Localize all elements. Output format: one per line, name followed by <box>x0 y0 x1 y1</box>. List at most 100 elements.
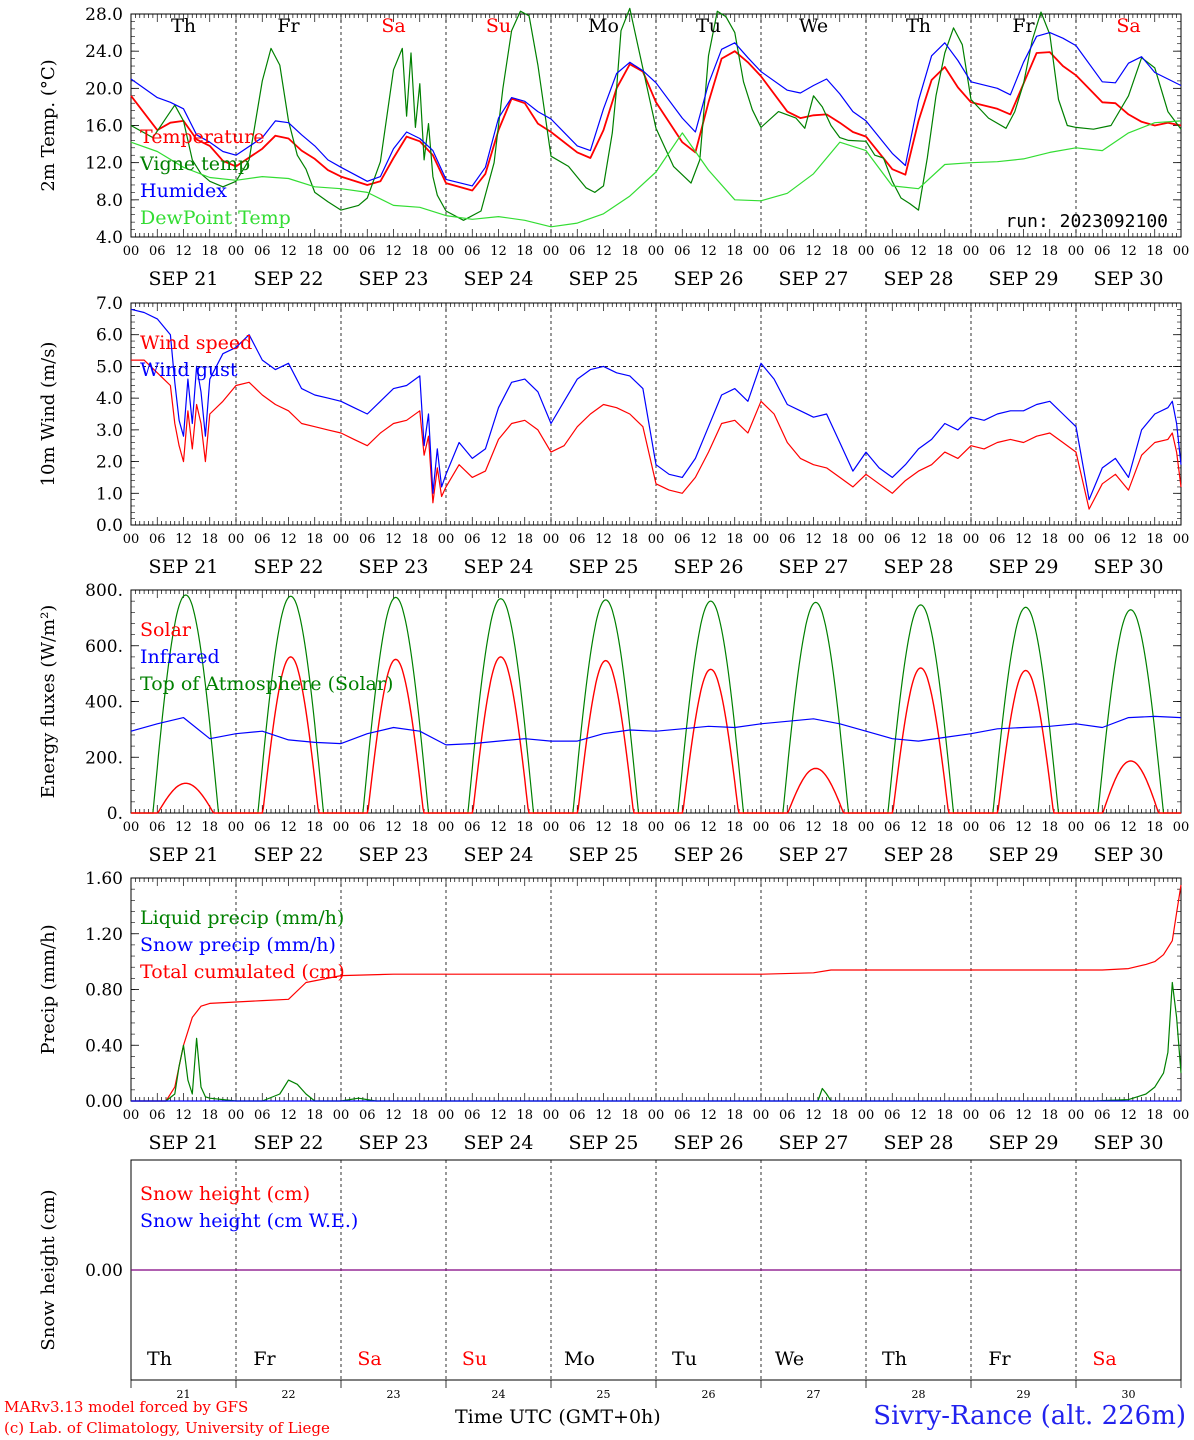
hour-tick-label: 18 <box>201 820 218 835</box>
weekday-label-bottom: Su <box>462 1348 487 1370</box>
date-label: SEP 24 <box>464 268 534 290</box>
y-tick-label: 20.0 <box>85 79 123 99</box>
weekday-label-top: Su <box>486 15 511 37</box>
hour-tick-label: 06 <box>464 820 481 835</box>
series-line-vigne-temp <box>130 7 1182 221</box>
hour-tick-label: 06 <box>359 532 376 547</box>
date-label: SEP 25 <box>569 556 639 578</box>
hour-tick-label: 18 <box>306 820 323 835</box>
hour-tick-label: 12 <box>490 532 507 547</box>
hour-tick-label: 18 <box>306 1108 323 1123</box>
hour-tick-label: 18 <box>726 1108 743 1123</box>
date-label: SEP 22 <box>254 1132 324 1154</box>
hour-tick-label: 06 <box>254 1108 271 1123</box>
y-tick-label: 0.0 <box>96 516 123 536</box>
hour-tick-label: 12 <box>280 244 297 259</box>
date-label: SEP 28 <box>884 844 954 866</box>
date-label: SEP 29 <box>989 844 1059 866</box>
hour-tick-label: 12 <box>385 244 402 259</box>
series-line-infrared <box>130 715 1182 746</box>
hour-tick-label: 12 <box>595 820 612 835</box>
y-tick-label: 600. <box>85 637 123 657</box>
date-label: SEP 21 <box>149 1132 219 1154</box>
date-label: SEP 29 <box>989 556 1059 578</box>
hour-tick-label: 18 <box>936 244 953 259</box>
y-tick-label: 2.0 <box>96 453 123 473</box>
hour-tick-label: 06 <box>989 244 1006 259</box>
hour-tick-label: 00 <box>648 244 665 259</box>
y-tick-label: 400. <box>85 693 123 713</box>
day-number-label: 29 <box>1017 1388 1031 1401</box>
date-label: SEP 21 <box>149 268 219 290</box>
hour-tick-label: 00 <box>333 532 350 547</box>
date-label: SEP 25 <box>569 268 639 290</box>
hour-tick-label: 00 <box>438 1108 455 1123</box>
hour-tick-label: 00 <box>123 532 140 547</box>
hour-tick-label: 00 <box>438 532 455 547</box>
hour-tick-label: 00 <box>648 532 665 547</box>
hour-tick-label: 12 <box>805 532 822 547</box>
hour-tick-label: 12 <box>490 820 507 835</box>
y-tick-label: 3.0 <box>96 421 123 441</box>
hour-tick-label: 18 <box>621 820 638 835</box>
hour-tick-label: 00 <box>438 820 455 835</box>
legend-entry: Top of Atmosphere (Solar) <box>140 673 393 695</box>
date-label: SEP 27 <box>779 1132 849 1154</box>
date-label: SEP 21 <box>149 844 219 866</box>
day-number-label: 26 <box>702 1388 716 1401</box>
weekday-label-bottom: We <box>775 1348 804 1370</box>
hour-tick-label: 00 <box>543 820 560 835</box>
legend-entry: DewPoint Temp <box>140 207 291 229</box>
hour-tick-label: 18 <box>1146 1108 1163 1123</box>
y-tick-label: 0.00 <box>85 1092 123 1112</box>
hour-tick-label: 18 <box>831 244 848 259</box>
day-number-label: 21 <box>177 1388 191 1401</box>
hour-tick-label: 06 <box>884 1108 901 1123</box>
hour-tick-label: 06 <box>1094 244 1111 259</box>
hour-tick-label: 00 <box>543 532 560 547</box>
weekday-label-top: Sa <box>381 15 405 37</box>
hour-tick-label: 00 <box>1068 532 1085 547</box>
hour-tick-label: 12 <box>910 244 927 259</box>
y-tick-label: 16.0 <box>85 117 123 137</box>
hour-tick-label: 00 <box>1068 1108 1085 1123</box>
hour-tick-label: 06 <box>989 820 1006 835</box>
legend-entry: Vigne temp <box>139 153 250 175</box>
hour-tick-label: 12 <box>595 1108 612 1123</box>
hour-tick-label: 00 <box>333 1108 350 1123</box>
y-tick-label: 0.00 <box>85 1261 123 1281</box>
y-tick-label: 5.0 <box>96 357 123 377</box>
date-label: SEP 28 <box>884 556 954 578</box>
hour-tick-label: 12 <box>490 244 507 259</box>
weekday-label-bottom: Sa <box>357 1348 381 1370</box>
y-tick-label: 4.0 <box>96 228 123 248</box>
date-label: SEP 30 <box>1094 556 1164 578</box>
hour-tick-label: 06 <box>1094 820 1111 835</box>
y-axis-label: Snow height (cm) <box>38 1189 59 1350</box>
hour-tick-label: 18 <box>201 1108 218 1123</box>
hour-tick-label: 18 <box>516 1108 533 1123</box>
series-line-wind-speed <box>131 359 1182 510</box>
hour-tick-label: 06 <box>149 244 166 259</box>
hour-tick-label: 00 <box>858 1108 875 1123</box>
hour-tick-label: 06 <box>674 244 691 259</box>
weekday-label-top: Sa <box>1116 15 1140 37</box>
weekday-label-top: Th <box>171 15 196 37</box>
legend-entry: Snow height (cm W.E.) <box>140 1210 358 1232</box>
hour-tick-label: 06 <box>569 532 586 547</box>
hour-tick-label: 00 <box>963 532 980 547</box>
hour-tick-label: 06 <box>149 532 166 547</box>
weekday-label-top: We <box>799 15 828 37</box>
hour-tick-label: 00 <box>123 820 140 835</box>
legend-entry: Wind speed <box>140 332 252 354</box>
weekday-label-bottom: Fr <box>988 1348 1011 1370</box>
hour-tick-label: 12 <box>805 1108 822 1123</box>
y-tick-label: 0.80 <box>85 981 123 1001</box>
hour-tick-label: 00 <box>1173 532 1190 547</box>
hour-tick-label: 00 <box>1068 820 1085 835</box>
hour-tick-label: 18 <box>831 1108 848 1123</box>
hour-tick-label: 00 <box>753 244 770 259</box>
y-tick-label: 4.0 <box>96 389 123 409</box>
hour-tick-label: 06 <box>359 244 376 259</box>
